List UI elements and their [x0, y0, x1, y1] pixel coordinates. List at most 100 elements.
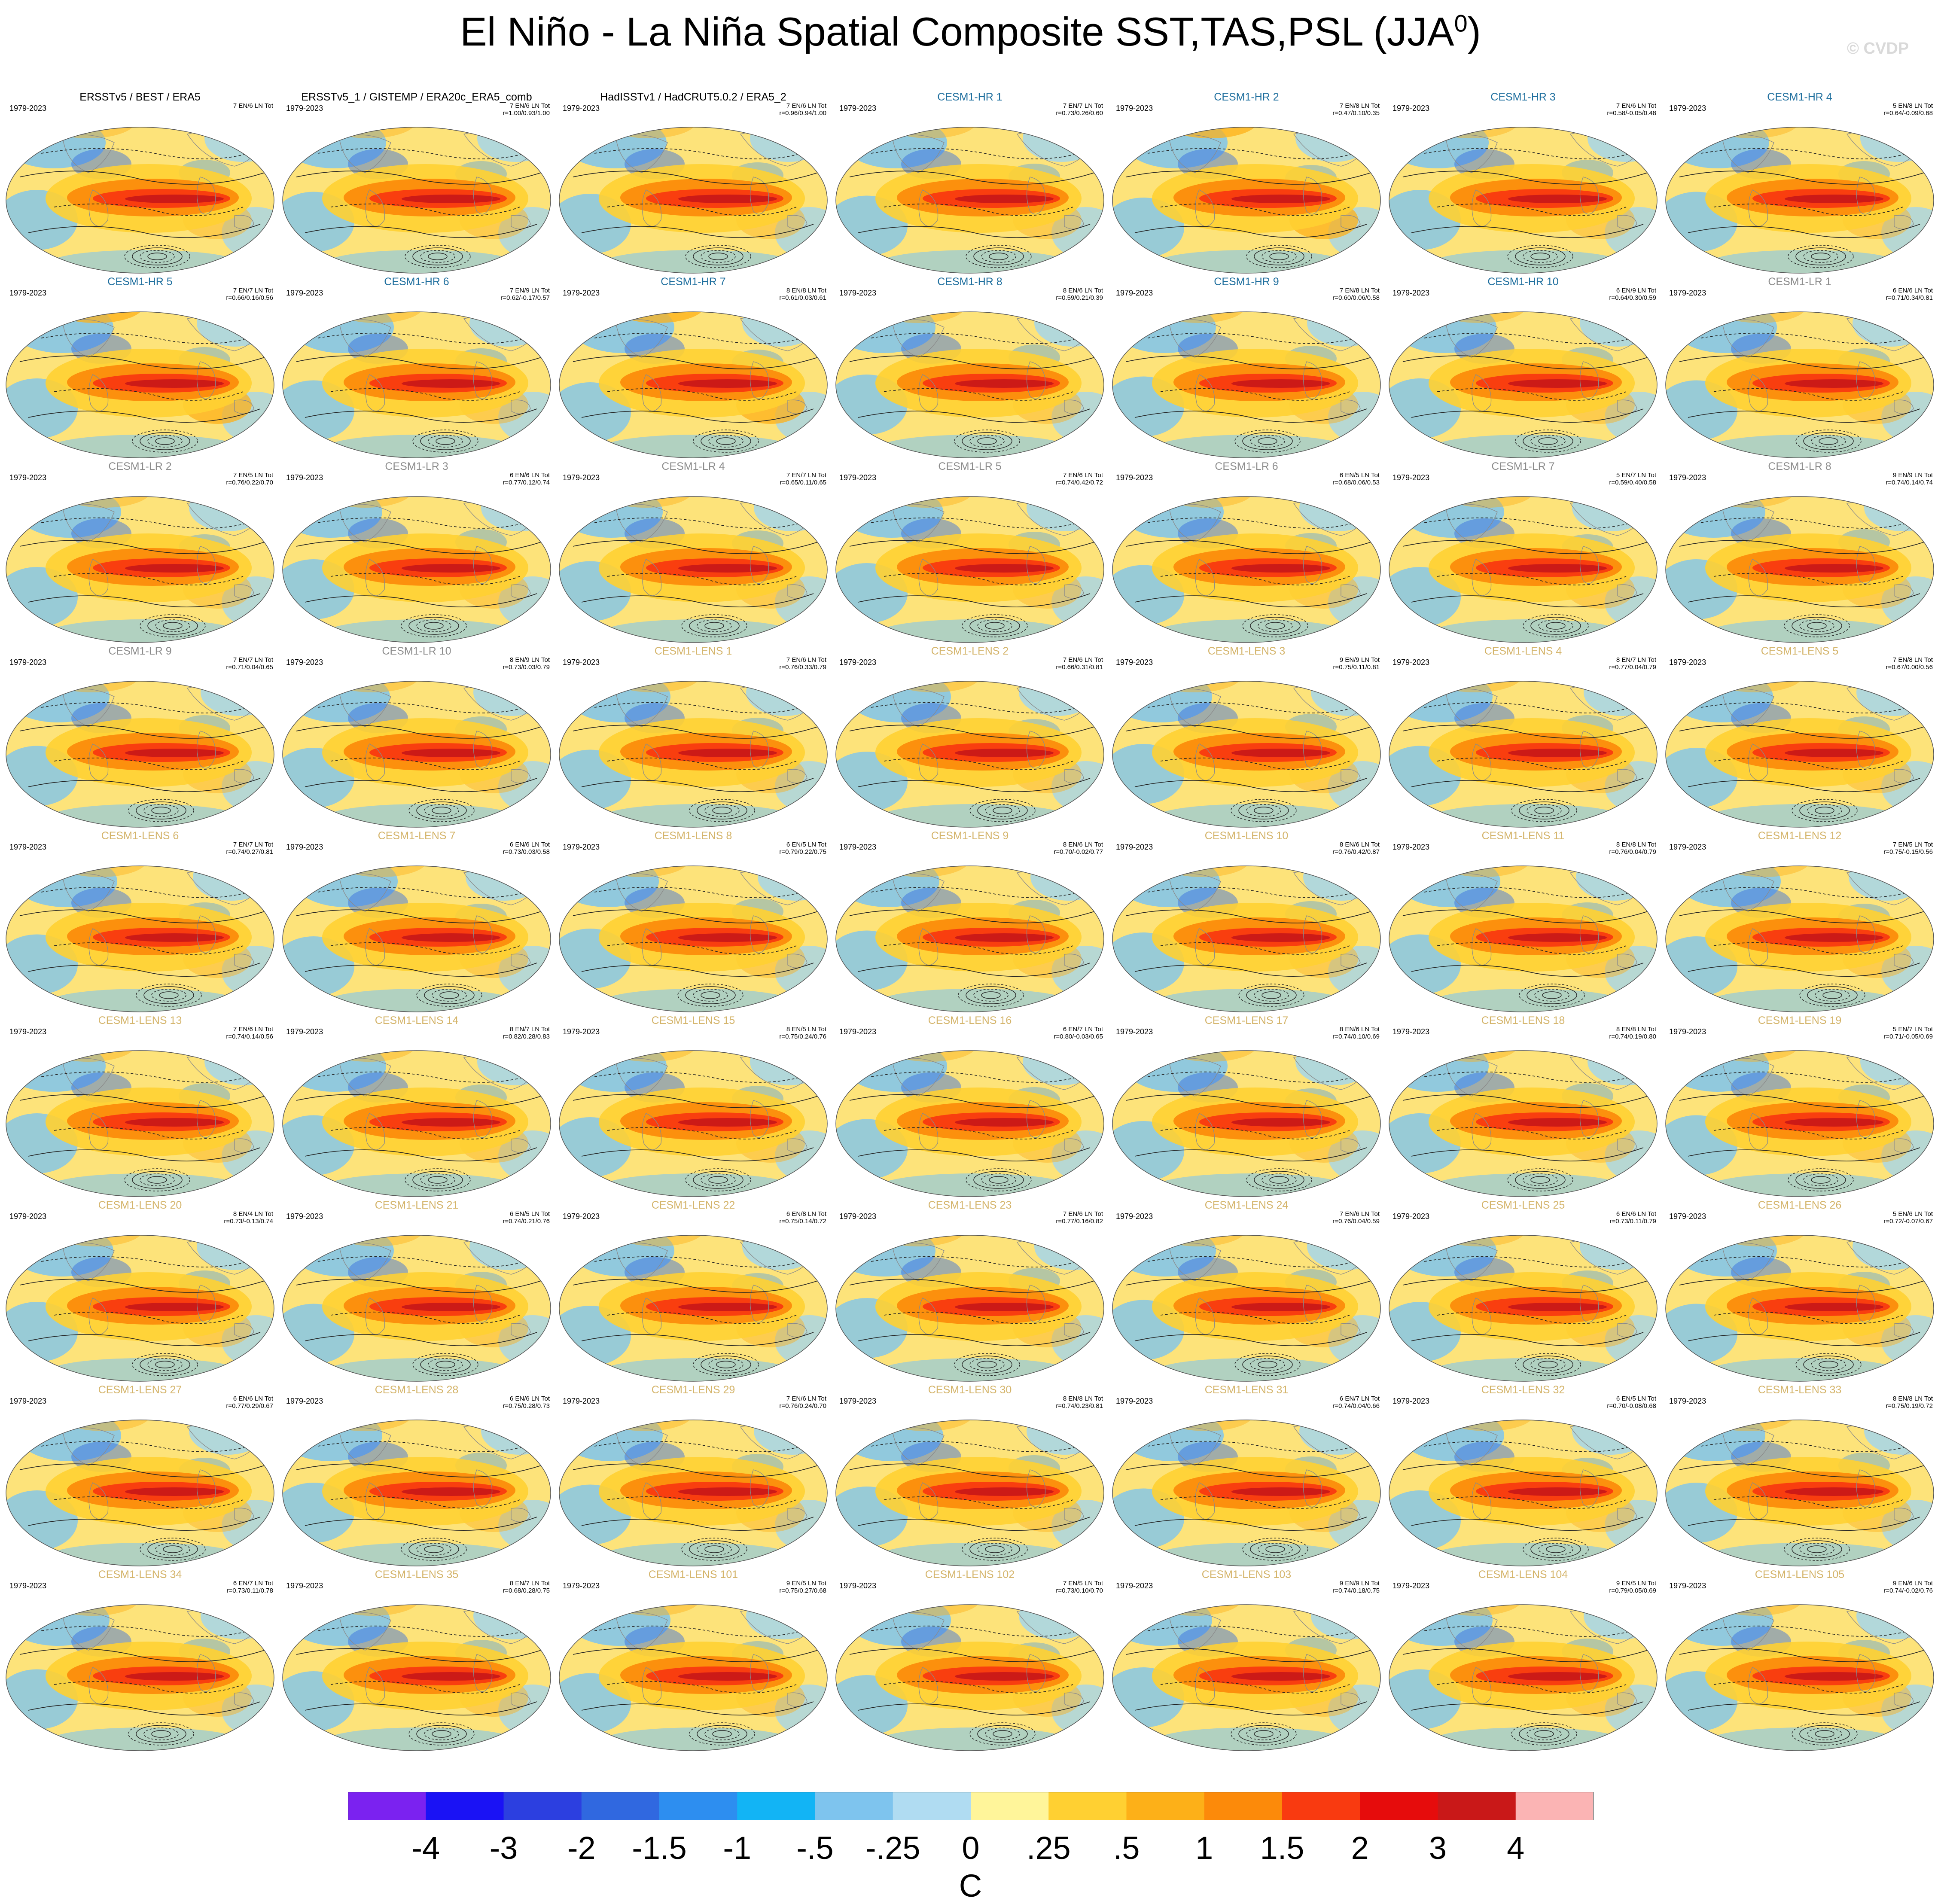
panel-period: 1979-2023	[1669, 843, 1706, 851]
psl-contour	[1822, 991, 1842, 999]
panel-pattern-correlation: r=0.96/0.94/1.00	[779, 110, 826, 117]
psl-contour	[124, 245, 190, 268]
coastline	[234, 1508, 254, 1522]
cool-anomaly-region	[880, 1358, 1069, 1381]
warm-anomaly-region	[1424, 127, 1519, 138]
psl-contour	[849, 1094, 1095, 1108]
composite-map	[1112, 496, 1381, 643]
panel-count-text: 7 EN/6 LN Tot	[233, 102, 273, 110]
psl-contour	[708, 1176, 728, 1184]
map-panel: CESM1-LENS 3 1979-2023 9 EN/9 LN Tot r=0.75…	[1109, 645, 1384, 830]
psl-contour	[132, 247, 183, 265]
psl-contour	[1269, 1176, 1289, 1184]
warm-anomaly-region	[883, 1051, 977, 1062]
psl-contour	[1411, 778, 1644, 792]
map-border	[6, 496, 274, 643]
psl-contour	[573, 540, 818, 554]
psl-contour	[1679, 540, 1925, 554]
psl-contour	[685, 986, 736, 1004]
panel-title: CESM1-LENS 103	[1201, 1569, 1292, 1581]
psl-contour	[147, 1176, 167, 1184]
panel-count-text: 8 EN/8 LN Tot	[786, 287, 826, 294]
panel-period: 1979-2023	[839, 658, 877, 667]
map-border	[559, 127, 828, 274]
psl-contour	[1807, 986, 1858, 1004]
psl-contour	[54, 757, 244, 770]
psl-contour	[954, 1353, 1020, 1376]
warm-anomaly-region	[871, 312, 966, 323]
warm-anomaly-region	[879, 497, 973, 508]
map-panel: CESM1-LENS 19 1979-2023 5 EN/7 LN Tot r=0.7…	[1662, 1014, 1937, 1199]
panel-event-counts: 9 EN/6 LN Tot r=0.74/-0.02/0.76	[1883, 1580, 1933, 1594]
coastline	[1341, 1508, 1361, 1522]
panel-pattern-correlation: r=0.73/0.10/0.70	[1056, 1587, 1103, 1594]
panel-period: 1979-2023	[1669, 104, 1706, 113]
warm-anomaly-region	[1148, 1605, 1242, 1616]
psl-contour	[1246, 1727, 1281, 1740]
composite-map	[559, 311, 828, 458]
composite-map	[835, 1235, 1104, 1382]
psl-contour	[1811, 1358, 1846, 1371]
map-border	[559, 1604, 828, 1751]
map-panel: CESM1-LENS 7 1979-2023 6 EN/6 LN Tot r=0.73…	[279, 830, 554, 1014]
coastline	[1303, 1285, 1322, 1323]
panel-count-text: 8 EN/8 LN Tot	[1063, 1395, 1103, 1402]
psl-contour	[305, 1332, 537, 1347]
psl-contour	[1803, 1173, 1838, 1186]
psl-contour	[1530, 1176, 1550, 1184]
psl-contour	[1527, 804, 1562, 817]
cool-anomaly-region	[473, 1605, 551, 1639]
psl-contour	[147, 435, 183, 448]
map-border	[1112, 681, 1381, 828]
cool-anomaly-region	[1019, 1605, 1096, 1639]
panel-count-text: 6 EN/5 LN Tot	[1616, 1395, 1656, 1402]
map-panel: CESM1-LENS 102 1979-2023 7 EN/5 LN Tot r=0.…	[832, 1569, 1107, 1753]
composite-map	[1389, 1420, 1658, 1566]
warm-anomaly-region	[329, 1235, 424, 1246]
panel-period: 1979-2023	[1393, 1397, 1430, 1405]
psl-contour	[716, 437, 736, 445]
panel-title: CESM1-HR 4	[1767, 91, 1832, 103]
cool-anomaly-region	[746, 681, 823, 716]
map-border	[1112, 496, 1381, 643]
panel-count-text: 8 EN/9 LN Tot	[509, 656, 550, 664]
cool-anomaly-region	[1572, 1420, 1649, 1455]
panel-title: CESM1-LENS 10	[1204, 830, 1289, 842]
psl-contour	[155, 1361, 175, 1368]
warm-anomaly-region	[955, 195, 1054, 203]
map-border	[1389, 311, 1658, 458]
psl-contour	[151, 807, 171, 814]
cool-anomaly-region	[50, 1173, 239, 1197]
map-border	[835, 1235, 1104, 1382]
panel-period: 1979-2023	[286, 473, 323, 482]
panel-count-text: 8 EN/7 LN Tot	[509, 1026, 550, 1033]
coastline	[1064, 1508, 1084, 1522]
panel-pattern-correlation: r=0.79/0.22/0.75	[779, 848, 826, 856]
psl-contour	[884, 203, 1073, 216]
colorbar-tick-label: -1	[723, 1830, 752, 1866]
warm-anomaly-region	[1508, 195, 1607, 203]
coastline	[1894, 954, 1914, 968]
psl-contour	[143, 804, 179, 817]
psl-contour	[1811, 1176, 1831, 1184]
cool-anomaly-region	[1709, 1543, 1898, 1566]
panel-pattern-correlation: r=0.74/0.19/0.80	[1609, 1033, 1656, 1040]
panel-period: 1979-2023	[839, 473, 877, 482]
warm-anomaly-region	[602, 1051, 697, 1062]
psl-contour	[858, 1332, 1091, 1347]
warm-anomaly-region	[678, 1303, 777, 1311]
coastline	[1303, 1100, 1322, 1138]
coastline	[339, 504, 391, 542]
panel-event-counts: 6 EN/6 LN Tot r=0.71/0.34/0.81	[1886, 287, 1933, 302]
colorbar-swatch	[893, 1792, 971, 1820]
psl-contour	[54, 1681, 244, 1694]
warm-anomaly-region	[1709, 681, 1803, 692]
panel-period: 1979-2023	[286, 1581, 323, 1590]
panel-count-text: 6 EN/6 LN Tot	[509, 472, 550, 479]
psl-contour	[1803, 250, 1838, 263]
coastline	[1169, 688, 1221, 727]
psl-contour	[1546, 622, 1566, 630]
panel-pattern-correlation: r=0.73/0.11/0.78	[226, 1587, 273, 1594]
psl-contour	[849, 355, 1095, 369]
coastline	[616, 504, 668, 542]
